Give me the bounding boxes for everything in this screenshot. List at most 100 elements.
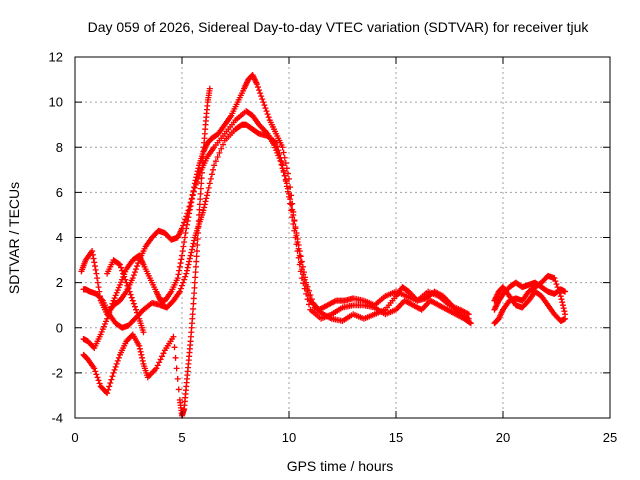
x-tick-label: 15: [389, 430, 403, 445]
data-point: [294, 239, 301, 246]
data-point: [191, 237, 198, 244]
data-point: [109, 300, 116, 307]
data-points: [78, 72, 569, 419]
data-point: [561, 308, 568, 315]
data-point: [558, 296, 565, 303]
data-point: [138, 351, 145, 358]
data-point: [189, 191, 196, 198]
data-point: [130, 300, 137, 307]
data-point: [554, 284, 561, 291]
data-point: [188, 246, 195, 253]
y-tick-label: 12: [49, 50, 63, 65]
data-point: [195, 165, 202, 172]
data-point: [187, 252, 194, 259]
data-point: [104, 315, 111, 322]
data-point: [178, 256, 185, 263]
data-point: [192, 263, 199, 270]
data-point: [278, 161, 285, 168]
data-point: [193, 174, 200, 181]
data-point: [197, 185, 204, 192]
y-tick-label: 8: [56, 140, 63, 155]
data-point: [289, 200, 296, 207]
data-point: [115, 354, 122, 361]
data-point: [104, 390, 111, 397]
data-point: [552, 278, 559, 285]
data-point: [106, 309, 113, 316]
data-point: [282, 160, 289, 167]
data-point: [288, 201, 295, 208]
series-track-f: [491, 279, 569, 313]
data-point: [562, 288, 569, 295]
data-point: [265, 114, 272, 121]
data-point: [106, 383, 113, 390]
data-point: [551, 275, 558, 282]
data-point: [282, 176, 289, 183]
data-point: [207, 175, 214, 182]
y-tick-label: 6: [56, 185, 63, 200]
data-point: [186, 210, 193, 217]
data-point: [107, 380, 114, 387]
data-point: [134, 309, 141, 316]
data-point: [190, 240, 197, 247]
data-point: [195, 229, 202, 236]
y-tick-label: 2: [56, 275, 63, 290]
data-point: [186, 206, 193, 213]
data-point: [96, 288, 103, 295]
data-point: [159, 353, 166, 360]
data-point: [259, 96, 266, 103]
data-point: [197, 196, 204, 203]
data-point: [176, 267, 183, 274]
data-point: [206, 180, 213, 187]
data-point: [96, 380, 103, 387]
data-point: [107, 306, 114, 313]
data-point: [194, 236, 201, 243]
series-track-a: [80, 121, 474, 331]
data-point: [210, 166, 217, 173]
data-point: [126, 288, 133, 295]
data-point: [175, 386, 182, 393]
data-point: [92, 266, 99, 273]
data-point: [172, 354, 179, 361]
data-point: [139, 354, 146, 361]
data-point: [108, 303, 115, 310]
data-point: [177, 260, 184, 267]
data-point: [171, 344, 178, 351]
data-point: [208, 171, 215, 178]
y-tick-label: 0: [56, 320, 63, 335]
y-tick-label: 4: [56, 230, 63, 245]
y-axis-label: SDTVAR / TECUs: [6, 182, 22, 294]
data-point: [94, 275, 101, 282]
data-point: [181, 234, 188, 241]
x-tick-label: 0: [71, 430, 78, 445]
data-point: [198, 175, 205, 182]
data-point: [196, 206, 203, 213]
data-point: [562, 315, 569, 322]
data-point: [253, 81, 260, 88]
data-point: [196, 211, 203, 218]
data-point: [137, 348, 144, 355]
data-point: [301, 276, 308, 283]
data-point: [183, 270, 190, 277]
data-point: [175, 271, 182, 278]
data-point: [132, 266, 139, 273]
data-point: [305, 292, 312, 299]
data-point: [304, 287, 311, 294]
data-point: [201, 204, 208, 211]
data-point: [192, 177, 199, 184]
data-point: [194, 242, 201, 249]
data-point: [131, 303, 138, 310]
data-point: [556, 290, 563, 297]
data-point: [297, 253, 304, 260]
data-point: [191, 184, 198, 191]
data-point: [181, 276, 188, 283]
data-point: [105, 312, 112, 319]
y-tick-label: 10: [49, 95, 63, 110]
data-point: [257, 90, 264, 97]
data-point: [96, 293, 103, 300]
y-tick-label: -2: [51, 365, 63, 380]
data-point: [559, 302, 566, 309]
x-tick-label: 5: [178, 430, 185, 445]
data-point: [93, 270, 100, 277]
data-point: [91, 365, 98, 372]
